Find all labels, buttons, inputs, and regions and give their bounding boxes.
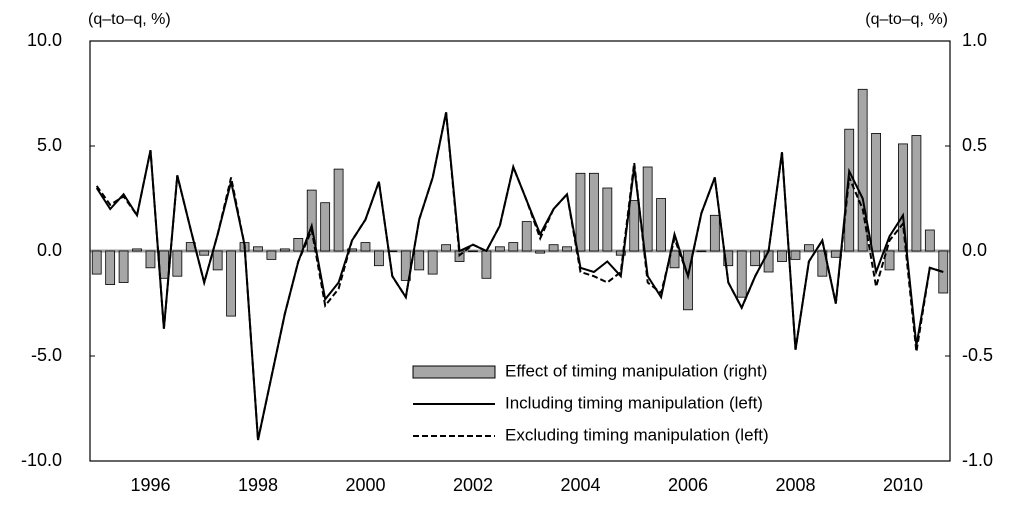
bar	[266, 250, 277, 260]
bar	[414, 250, 425, 271]
bar	[562, 246, 572, 252]
bar	[105, 250, 116, 285]
x-tick-label: 2000	[345, 475, 385, 495]
y2-tick-label: -1.0	[962, 450, 993, 470]
bar	[226, 250, 236, 317]
bar	[145, 250, 156, 269]
bar	[871, 132, 881, 252]
y2-tick-label: 1.0	[962, 30, 987, 50]
y2-tick-label: -0.5	[962, 345, 993, 365]
y-tick-label: -5.0	[31, 345, 62, 365]
bar	[696, 250, 707, 252]
bar	[118, 250, 129, 283]
bar	[857, 88, 868, 252]
bar	[898, 143, 908, 252]
bar	[360, 242, 371, 252]
bar	[253, 246, 263, 252]
bar	[212, 250, 223, 271]
y-tick-label: 0.0	[37, 240, 62, 260]
bar	[589, 172, 599, 252]
bar	[293, 237, 304, 252]
bar	[333, 168, 344, 252]
plot-frame	[89, 40, 951, 462]
bar	[830, 250, 841, 258]
x-tick-label: 2008	[775, 475, 815, 495]
bar	[804, 244, 814, 252]
bar	[481, 250, 492, 279]
legend-label: Excluding timing manipulation (left)	[505, 425, 769, 444]
bar	[441, 244, 451, 252]
legend-label: Including timing manipulation (left)	[505, 393, 763, 412]
bar	[924, 229, 935, 252]
bar	[750, 250, 761, 267]
y2-tick-label: 0.0	[962, 240, 987, 260]
y-tick-label: 5.0	[37, 135, 62, 155]
bar	[172, 250, 183, 277]
bar	[844, 128, 855, 252]
legend-label: Effect of timing manipulation (right)	[505, 361, 767, 380]
bar	[427, 250, 438, 275]
x-tick-label: 2010	[883, 475, 923, 495]
bar	[320, 202, 331, 252]
line	[95, 112, 944, 441]
bar	[656, 198, 666, 252]
bar	[790, 250, 801, 260]
right-unit: (q–to–q, %)	[865, 11, 948, 28]
bar	[548, 244, 559, 252]
bar	[602, 187, 613, 252]
bar	[629, 200, 640, 252]
bar	[575, 172, 586, 252]
bar	[91, 250, 102, 275]
bar	[494, 246, 505, 252]
bar	[508, 242, 519, 252]
bar	[723, 250, 734, 267]
x-tick-label: 2002	[453, 475, 493, 495]
bar	[683, 250, 693, 311]
x-tick-label: 2006	[668, 475, 708, 495]
bar	[306, 189, 317, 252]
bar	[279, 248, 290, 252]
bar	[347, 248, 357, 252]
bar	[615, 250, 626, 256]
bar	[763, 250, 774, 273]
y2-tick-label: 0.5	[962, 135, 987, 155]
x-tick-label: 2004	[560, 475, 600, 495]
bar	[199, 250, 210, 256]
bar	[521, 221, 532, 252]
bar	[777, 250, 787, 262]
x-tick-label: 1996	[130, 475, 170, 495]
bar	[642, 166, 653, 252]
left-unit: (q–to–q, %)	[88, 11, 171, 28]
legend-swatch	[412, 365, 496, 379]
bar	[374, 250, 384, 267]
bar	[911, 135, 922, 252]
bar	[535, 250, 546, 254]
bar	[709, 214, 720, 252]
x-tick-label: 1998	[238, 475, 278, 495]
y-tick-label: 10.0	[27, 30, 62, 50]
bar	[736, 250, 747, 298]
y-tick-label: -10.0	[21, 450, 62, 470]
bar	[884, 250, 895, 271]
bar	[468, 250, 478, 252]
line	[95, 112, 944, 441]
bar	[132, 248, 142, 252]
